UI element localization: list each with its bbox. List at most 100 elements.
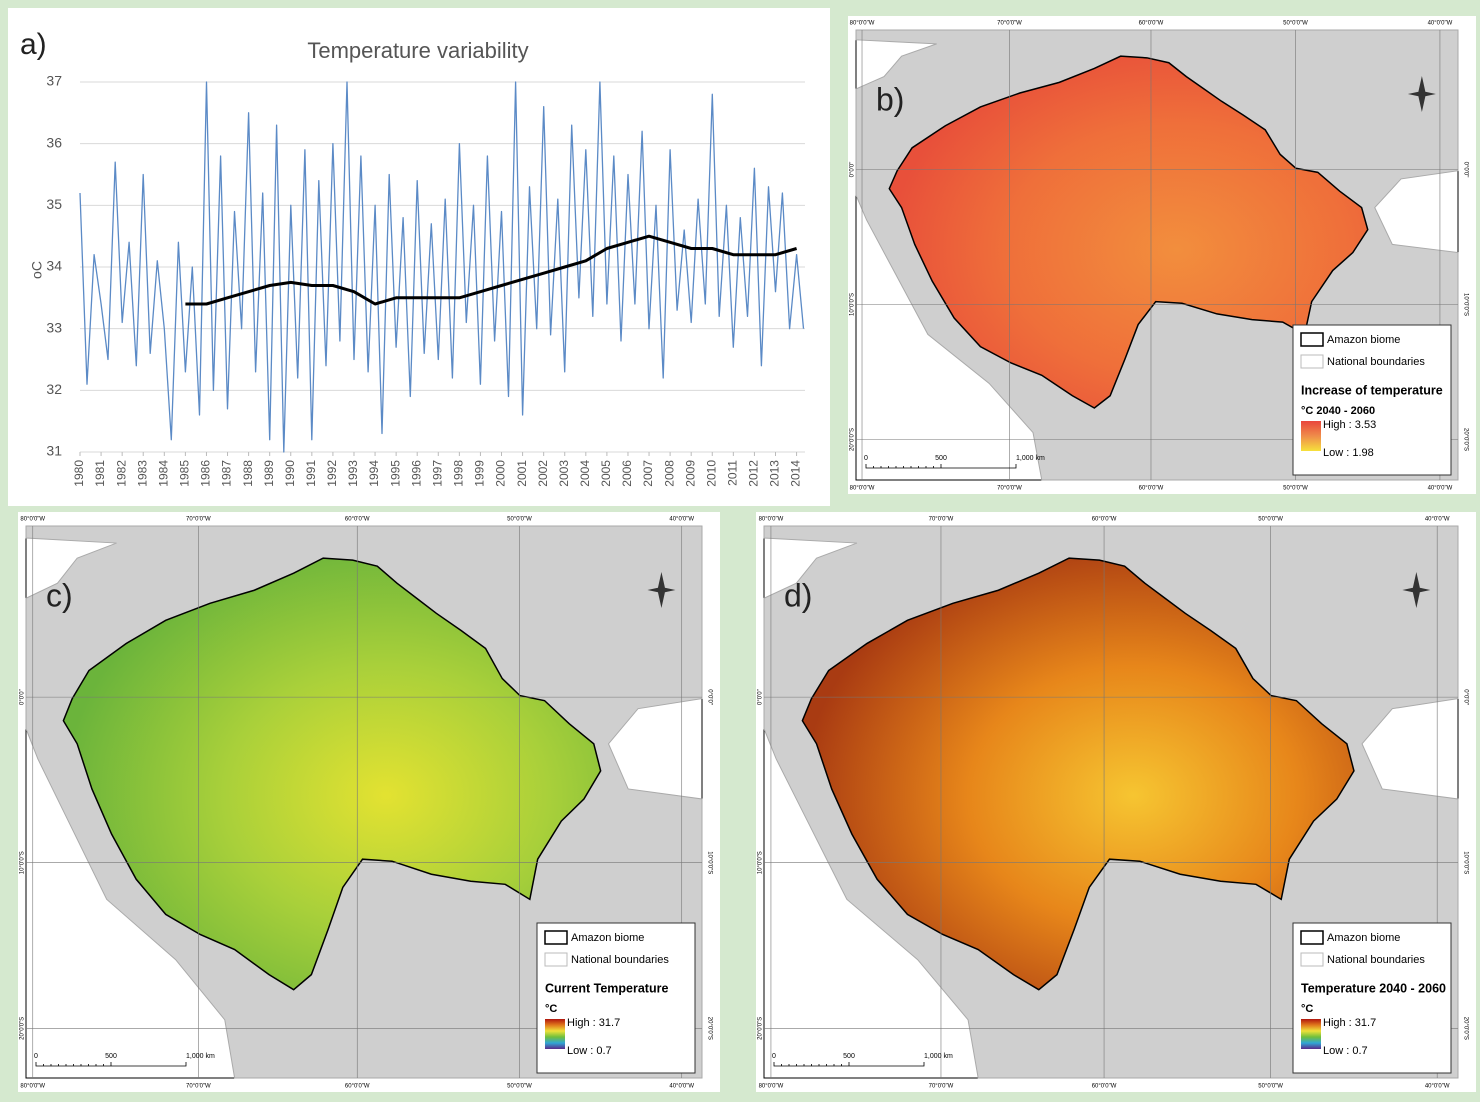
legend-high: High : 31.7 xyxy=(1323,1017,1376,1029)
x-tick-label: 1988 xyxy=(241,460,255,487)
chart-title: Temperature variability xyxy=(307,38,528,63)
x-tick-label: 2007 xyxy=(641,460,655,487)
legend-ramp xyxy=(545,1019,565,1049)
legend-low: Low : 0.7 xyxy=(1323,1045,1368,1057)
map: 80°0'0"W 80°0'0"W 70°0'0"W 70°0'0"W 60°0'0"W… xyxy=(848,16,1476,494)
x-tick-label: 2003 xyxy=(557,460,571,487)
lat-label: 20°0'0"S xyxy=(1462,428,1468,451)
chart-background xyxy=(8,8,830,506)
lon-label: 40°0'0"W xyxy=(1428,21,1453,27)
lon-label: 40°0'0"W xyxy=(1428,486,1453,492)
lat-label: 10°0'0"S xyxy=(706,851,712,874)
x-tick-label: 1985 xyxy=(178,460,192,487)
x-tick-label: 1993 xyxy=(346,460,360,487)
lon-label: 80°0'0"W xyxy=(20,517,45,523)
lat-label: 10°0'0"S xyxy=(1462,293,1468,316)
legend-high: High : 3.53 xyxy=(1323,419,1376,431)
legend-high: High : 31.7 xyxy=(567,1017,620,1029)
lat-label: 0°0'0" xyxy=(1462,689,1468,705)
lon-label: 40°0'0"W xyxy=(669,1084,694,1090)
x-tick-label: 1982 xyxy=(114,460,128,487)
lat-label: 0°0'0" xyxy=(20,689,26,705)
x-tick-label: 1994 xyxy=(367,460,381,487)
lon-label: 50°0'0"W xyxy=(1283,486,1308,492)
lon-label: 50°0'0"W xyxy=(1258,1084,1283,1090)
x-tick-label: 1995 xyxy=(388,460,402,487)
lat-label: 10°0'0"S xyxy=(20,851,26,874)
legend-unit: °C 2040 - 2060 xyxy=(1301,405,1375,417)
lat-label: 20°0'0"S xyxy=(706,1017,712,1040)
lon-label: 60°0'0"W xyxy=(345,1084,370,1090)
lon-label: 70°0'0"W xyxy=(186,517,211,523)
x-tick-label: 1984 xyxy=(156,460,170,487)
scale-label: 1,000 km xyxy=(186,1053,215,1060)
panel-label: c) xyxy=(46,577,73,613)
x-tick-label: 1998 xyxy=(452,460,466,487)
lat-label: 20°0'0"S xyxy=(758,1017,764,1040)
legend-title: Current Temperature xyxy=(545,981,668,995)
scale-label: 500 xyxy=(843,1053,855,1060)
legend-unit: °C xyxy=(545,1003,557,1015)
x-tick-label: 2011 xyxy=(726,460,740,486)
lon-label: 40°0'0"W xyxy=(1425,1084,1450,1090)
legend-item: National boundaries xyxy=(571,954,669,966)
lat-label: 10°0'0"S xyxy=(850,293,856,316)
legend-swatch xyxy=(544,952,568,967)
lon-label: 80°0'0"W xyxy=(759,1084,784,1090)
north-arrow xyxy=(1402,572,1431,608)
scale-label: 1,000 km xyxy=(924,1053,953,1060)
map: 80°0'0"W 80°0'0"W 70°0'0"W 70°0'0"W 60°0'0"W… xyxy=(18,512,720,1092)
lon-label: 80°0'0"W xyxy=(759,517,784,523)
legend-ramp xyxy=(1301,421,1321,451)
x-tick-label: 2012 xyxy=(747,460,761,487)
north-arrow xyxy=(647,572,676,608)
lon-label: 80°0'0"W xyxy=(20,1084,45,1090)
x-tick-label: 2001 xyxy=(515,460,529,487)
x-tick-label: 2002 xyxy=(536,460,550,487)
lon-label: 70°0'0"W xyxy=(997,21,1022,27)
legend-item: Amazon biome xyxy=(1327,932,1400,944)
lon-label: 80°0'0"W xyxy=(850,486,875,492)
lon-label: 50°0'0"W xyxy=(1258,517,1283,523)
lon-label: 60°0'0"W xyxy=(1139,486,1164,492)
lat-label: 20°0'0"S xyxy=(20,1017,26,1040)
north-arrow xyxy=(1407,76,1436,112)
lon-label: 80°0'0"W xyxy=(850,21,875,27)
x-tick-label: 2006 xyxy=(620,460,634,487)
y-tick-label: 31 xyxy=(46,443,62,459)
lon-label: 70°0'0"W xyxy=(997,486,1022,492)
lon-label: 70°0'0"W xyxy=(929,517,954,523)
amazon-biome xyxy=(888,55,1369,409)
x-tick-label: 1996 xyxy=(409,460,423,487)
x-tick-label: 2008 xyxy=(662,460,676,487)
x-tick-label: 2004 xyxy=(578,460,592,487)
x-tick-label: 2005 xyxy=(599,460,613,487)
scale-label: 500 xyxy=(105,1053,117,1060)
legend-title: Increase of temperature xyxy=(1301,383,1443,397)
lon-label: 50°0'0"W xyxy=(507,1084,532,1090)
lat-label: 0°0'0" xyxy=(1462,162,1468,178)
scale-bar xyxy=(35,1062,187,1067)
x-tick-label: 1986 xyxy=(199,460,213,487)
panel-label: a) xyxy=(20,28,47,61)
legend-item: National boundaries xyxy=(1327,356,1425,368)
lat-label: 0°0'0" xyxy=(706,689,712,705)
lat-label: 20°0'0"S xyxy=(1462,1017,1468,1040)
legend-item: Amazon biome xyxy=(571,932,644,944)
x-tick-label: 1989 xyxy=(262,460,276,487)
line-chart: a) Temperature variability oC 31 32 33 34 35… xyxy=(8,8,830,506)
lon-label: 60°0'0"W xyxy=(345,517,370,523)
legend-item: Amazon biome xyxy=(1327,334,1400,346)
legend-swatch xyxy=(1300,952,1324,967)
x-tick-label: 1999 xyxy=(473,460,487,487)
data-line xyxy=(79,81,805,453)
x-tick-label: 2009 xyxy=(683,460,697,487)
lon-label: 50°0'0"W xyxy=(507,517,532,523)
lon-label: 60°0'0"W xyxy=(1092,1084,1117,1090)
legend-low: Low : 0.7 xyxy=(567,1045,612,1057)
y-tick-label: 36 xyxy=(46,134,62,150)
scale-label: 500 xyxy=(935,455,947,462)
x-tick-label: 2010 xyxy=(704,460,718,487)
lon-label: 60°0'0"W xyxy=(1092,517,1117,523)
